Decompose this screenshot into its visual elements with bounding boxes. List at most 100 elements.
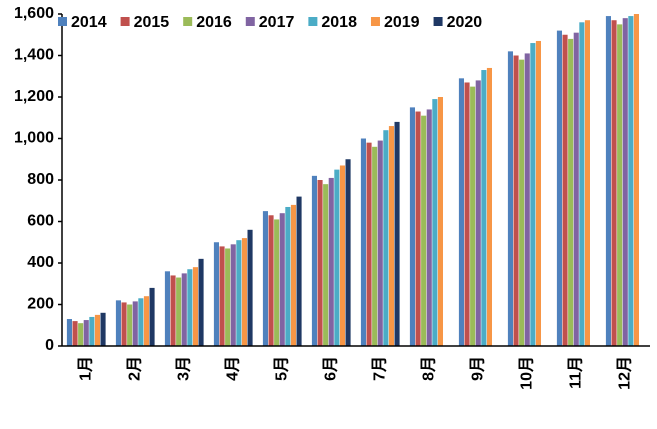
bar: [296, 196, 302, 346]
bar: [290, 204, 296, 346]
bar: [622, 18, 628, 347]
bar: [192, 267, 198, 346]
bar: [383, 130, 389, 346]
bar: [432, 99, 438, 346]
x-tick-label: 6月: [322, 356, 340, 381]
y-tick-label: 600: [27, 213, 54, 230]
bar: [78, 323, 84, 346]
legend-label: 2015: [134, 14, 170, 31]
bar: [415, 111, 421, 347]
bar: [176, 277, 182, 346]
bar: [94, 314, 100, 346]
x-tick-label: 2月: [126, 356, 144, 381]
x-tick-label: 12月: [616, 356, 634, 390]
y-tick-label: 400: [27, 254, 54, 271]
y-tick-label: 800: [27, 171, 54, 188]
bar: [274, 219, 280, 346]
x-tick-label: 5月: [273, 356, 291, 381]
y-tick-label: 1,000: [14, 130, 54, 147]
bar: [213, 242, 219, 346]
bar: [170, 275, 176, 346]
legend-swatch: [245, 17, 255, 26]
legend-label: 2014: [71, 14, 107, 31]
bar: [138, 298, 144, 346]
bar: [100, 312, 106, 346]
bar: [409, 107, 415, 346]
x-tick-label: 3月: [175, 356, 193, 381]
bar: [507, 51, 513, 346]
bar: [149, 287, 155, 346]
legend-label: 2016: [196, 14, 232, 31]
bar: [132, 301, 138, 346]
bar: [328, 177, 334, 346]
legend-swatch: [370, 17, 380, 26]
bar: [372, 146, 378, 346]
bar: [72, 321, 78, 346]
bar: [262, 211, 268, 346]
y-tick-label: 1,400: [14, 47, 54, 64]
bar: [345, 159, 351, 346]
legend-label: 2017: [259, 14, 295, 31]
legend-swatch: [433, 17, 443, 26]
x-tick-label: 11月: [567, 356, 585, 389]
bar: [524, 53, 530, 347]
bar: [187, 269, 193, 346]
bar: [535, 40, 541, 346]
y-tick-label: 1,200: [14, 88, 54, 105]
bar: [360, 138, 366, 346]
bar: [143, 296, 149, 346]
bar: [388, 126, 394, 346]
bar: [513, 55, 519, 346]
bar: [394, 121, 400, 347]
x-tick-label: 8月: [420, 356, 438, 381]
x-tick-label: 7月: [371, 356, 389, 381]
bar: [115, 300, 121, 346]
bar: [247, 229, 253, 346]
x-tick-label: 9月: [469, 356, 487, 381]
bar: [225, 248, 231, 346]
legend-label: 2020: [447, 14, 483, 31]
legend-swatch: [58, 17, 67, 26]
bar: [437, 97, 443, 346]
bar: [198, 258, 204, 346]
bar: [617, 24, 623, 346]
x-tick-label: 4月: [224, 356, 242, 381]
bar: [475, 80, 481, 347]
x-tick-label: 1月: [77, 356, 95, 381]
bar: [573, 32, 579, 347]
bar: [121, 302, 127, 346]
bar: [66, 319, 72, 346]
bar: [579, 22, 585, 347]
bar: [127, 304, 133, 346]
y-tick-label: 1,600: [14, 5, 54, 22]
bar: [181, 273, 187, 346]
bar: [366, 142, 372, 346]
bar: [568, 38, 574, 347]
bar: [633, 14, 639, 346]
bar: [611, 20, 617, 346]
x-tick-label: 10月: [518, 356, 536, 390]
legend-label: 2019: [384, 14, 420, 31]
bar: [241, 238, 247, 346]
bar: [421, 115, 427, 346]
bar: [464, 82, 470, 346]
bar: [89, 316, 95, 346]
bar: [268, 215, 274, 346]
bar: [556, 30, 562, 346]
bar: [311, 175, 317, 346]
bar: [426, 109, 432, 346]
bar: [562, 34, 568, 346]
bar: [164, 271, 170, 346]
bar: [83, 320, 89, 346]
bar: [230, 244, 236, 346]
bar: [285, 206, 291, 346]
bar: [481, 70, 487, 347]
y-tick-label: 200: [27, 296, 54, 313]
bar: [377, 140, 383, 346]
bar: [530, 43, 536, 347]
legend-swatch: [183, 17, 193, 26]
bar: [236, 240, 242, 346]
y-tick-label: 0: [45, 337, 54, 354]
bar: [470, 86, 476, 346]
